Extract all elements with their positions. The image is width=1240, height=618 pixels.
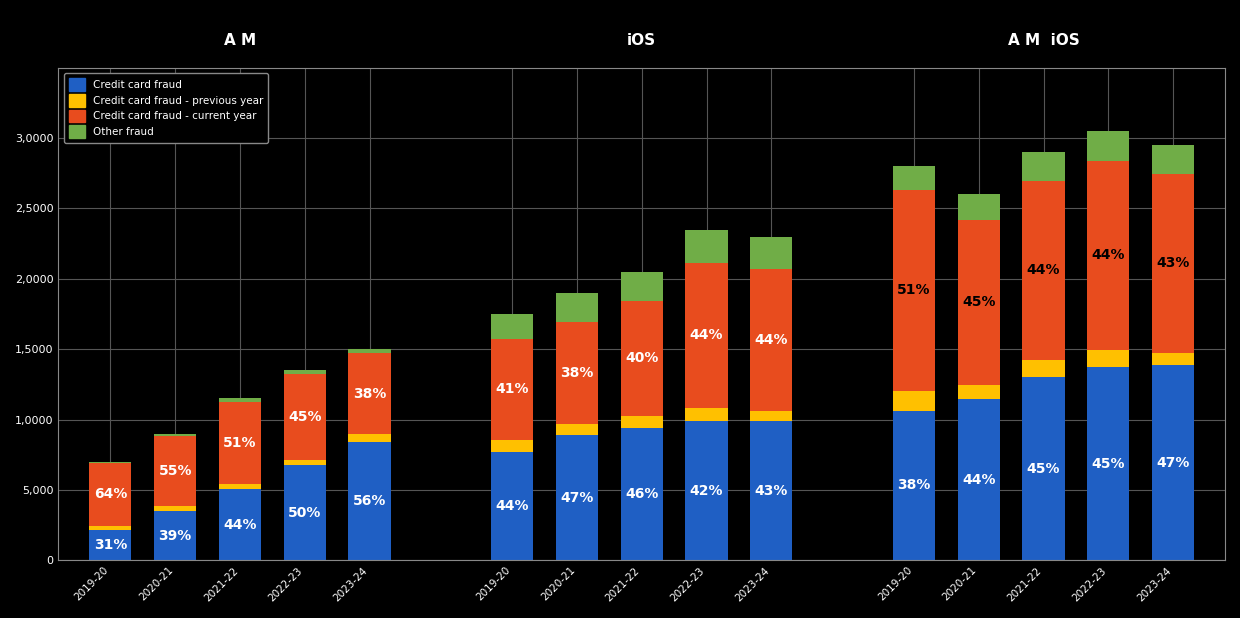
Text: 51%: 51%	[223, 436, 257, 450]
Text: 44%: 44%	[689, 328, 723, 342]
Bar	[219, 485, 260, 489]
Bar	[1152, 145, 1194, 174]
Bar	[284, 460, 326, 465]
Text: 45%: 45%	[288, 410, 321, 424]
Bar	[893, 190, 935, 391]
Text: iOS: iOS	[627, 33, 656, 48]
Text: 31%: 31%	[94, 538, 126, 552]
Bar	[89, 530, 131, 561]
Legend: Credit card fraud, Credit card fraud - previous year, Credit card fraud - curren: Credit card fraud, Credit card fraud - p…	[63, 73, 268, 143]
Bar	[284, 370, 326, 374]
Bar	[1087, 161, 1130, 350]
Text: 56%: 56%	[353, 494, 386, 508]
Bar	[750, 412, 792, 421]
Bar	[893, 166, 935, 190]
Text: 40%: 40%	[625, 352, 658, 365]
Bar	[1023, 360, 1065, 376]
Bar	[1087, 367, 1130, 561]
Text: 44%: 44%	[1027, 263, 1060, 277]
Text: 43%: 43%	[1157, 256, 1190, 271]
Bar	[1152, 174, 1194, 353]
Bar	[1152, 365, 1194, 561]
Bar	[621, 416, 663, 428]
Text: 44%: 44%	[496, 499, 529, 513]
Bar	[1087, 131, 1130, 161]
Text: 44%: 44%	[1091, 248, 1125, 263]
Text: 41%: 41%	[496, 382, 529, 396]
Bar	[154, 436, 196, 506]
Text: 45%: 45%	[962, 295, 996, 309]
Bar	[491, 339, 533, 439]
Bar	[1023, 152, 1065, 180]
Bar	[556, 434, 598, 561]
Bar	[556, 293, 598, 323]
Text: 38%: 38%	[560, 366, 594, 380]
Text: 45%: 45%	[1091, 457, 1125, 471]
Bar	[621, 272, 663, 300]
Bar	[621, 300, 663, 416]
Text: 38%: 38%	[898, 478, 930, 493]
Bar	[154, 434, 196, 436]
Bar	[1087, 350, 1130, 367]
Bar	[957, 220, 999, 384]
Bar	[219, 402, 260, 485]
Bar	[89, 463, 131, 526]
Bar	[491, 314, 533, 339]
Text: 38%: 38%	[353, 386, 386, 400]
Text: 46%: 46%	[625, 487, 658, 501]
Bar	[491, 452, 533, 561]
Bar	[1023, 180, 1065, 360]
Bar	[284, 374, 326, 460]
Bar	[750, 421, 792, 561]
Text: 47%: 47%	[560, 491, 594, 504]
Bar	[686, 263, 728, 408]
Text: A M  iOS: A M iOS	[1008, 33, 1079, 48]
Bar	[686, 229, 728, 263]
Bar	[556, 424, 598, 434]
Bar	[686, 421, 728, 561]
Bar	[1023, 376, 1065, 561]
Bar	[219, 399, 260, 402]
Bar	[957, 399, 999, 561]
Text: 44%: 44%	[755, 333, 789, 347]
Text: A M: A M	[224, 33, 255, 48]
Bar	[89, 462, 131, 463]
Bar	[154, 511, 196, 561]
Bar	[893, 391, 935, 410]
Text: 55%: 55%	[159, 464, 192, 478]
Text: 44%: 44%	[962, 473, 996, 487]
Text: 50%: 50%	[288, 506, 321, 520]
Text: 44%: 44%	[223, 518, 257, 531]
Bar	[957, 194, 999, 220]
Text: 47%: 47%	[1157, 456, 1190, 470]
Bar	[219, 489, 260, 561]
Bar	[284, 465, 326, 561]
Text: 64%: 64%	[94, 488, 126, 501]
Bar	[348, 349, 391, 353]
Text: 45%: 45%	[1027, 462, 1060, 475]
Bar	[348, 434, 391, 442]
Bar	[556, 323, 598, 424]
Bar	[957, 384, 999, 399]
Bar	[621, 428, 663, 561]
Text: 39%: 39%	[159, 528, 192, 543]
Bar	[750, 237, 792, 269]
Text: 43%: 43%	[755, 484, 789, 497]
Text: 51%: 51%	[898, 283, 931, 297]
Bar	[348, 442, 391, 561]
Bar	[89, 526, 131, 530]
Bar	[750, 269, 792, 412]
Bar	[348, 353, 391, 434]
Bar	[154, 506, 196, 511]
Bar	[893, 410, 935, 561]
Bar	[1152, 353, 1194, 365]
Bar	[686, 408, 728, 421]
Text: 42%: 42%	[689, 484, 723, 498]
Bar	[491, 439, 533, 452]
